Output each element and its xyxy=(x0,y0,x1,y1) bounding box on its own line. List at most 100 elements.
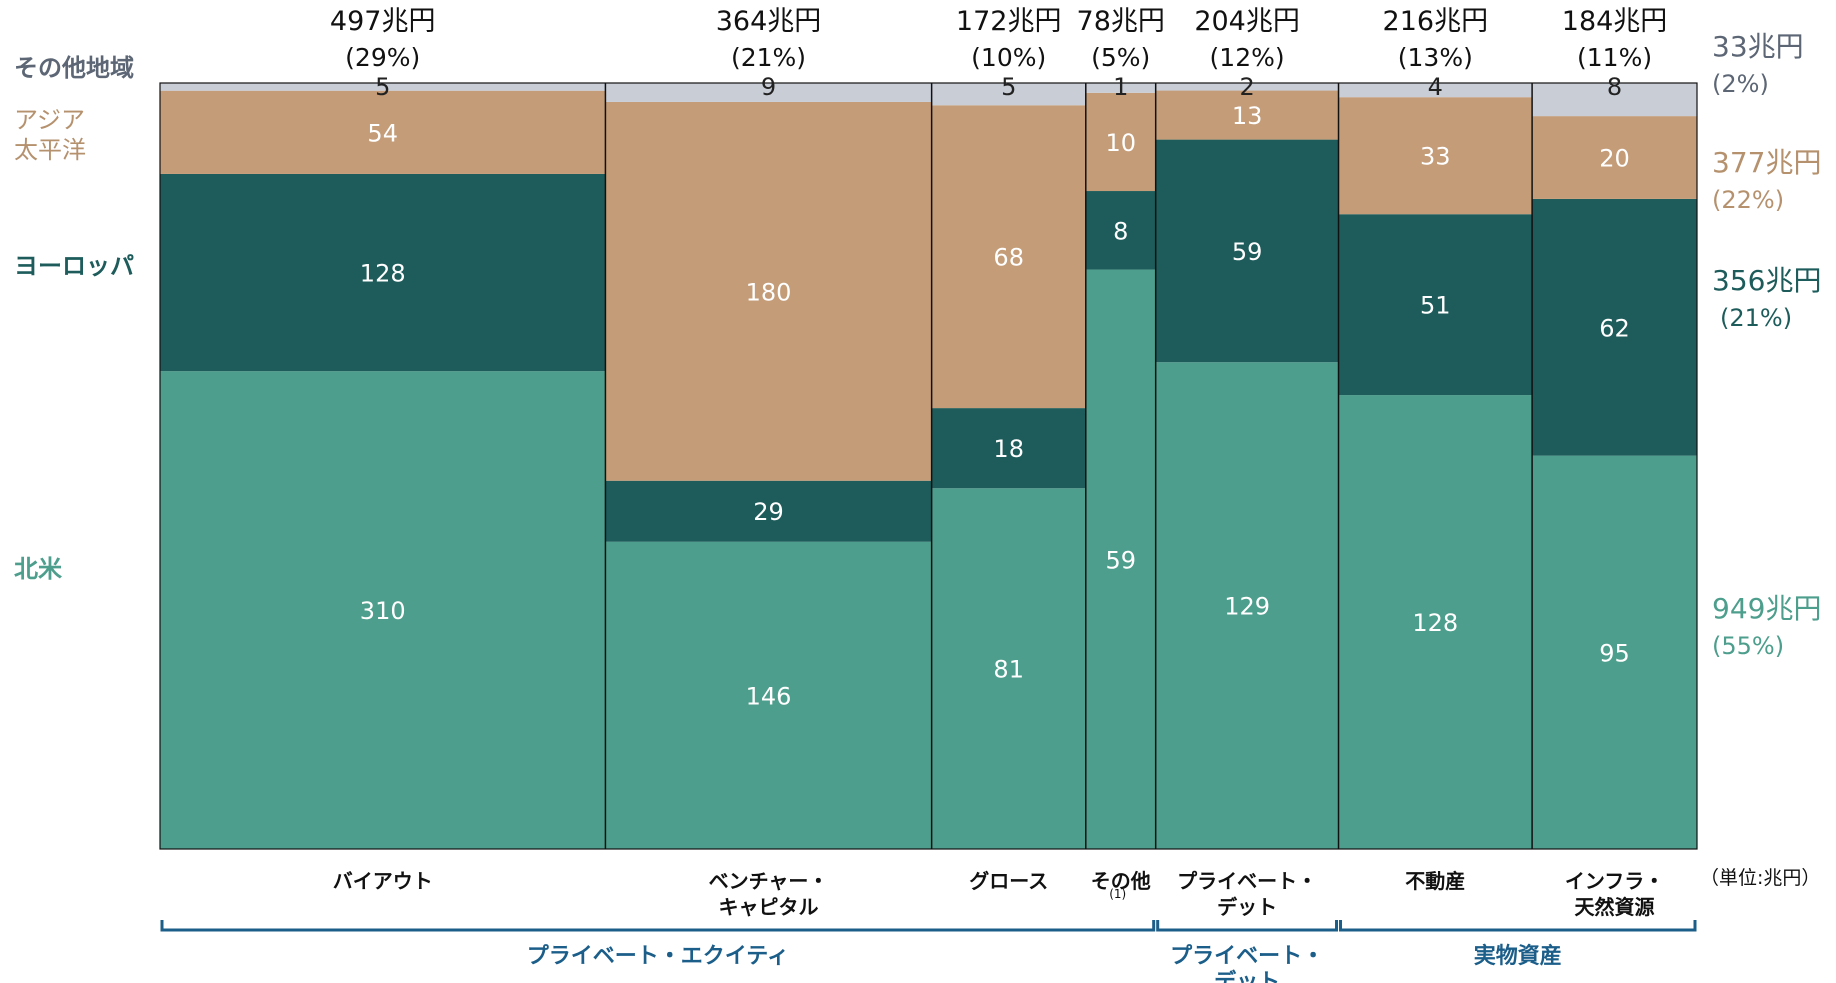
group-label: 実物資産 xyxy=(1474,943,1562,969)
bar-segment-other xyxy=(1338,83,1533,98)
segment-value-label: 8 xyxy=(1113,217,1128,245)
segment-value-label: 13 xyxy=(1232,102,1263,130)
category-label: バイアウト xyxy=(333,869,433,893)
category-label: その他 xyxy=(1091,869,1151,893)
segment-value-label: 4 xyxy=(1428,73,1443,101)
segment-value-label: 54 xyxy=(367,119,398,147)
footnote-mark: (1) xyxy=(1109,887,1126,901)
bar-segment-north-america xyxy=(1532,455,1697,849)
bar-segment-europe xyxy=(1338,214,1533,396)
column-percentage: (11%) xyxy=(1577,43,1652,72)
bar-segment-asia-pacific xyxy=(1532,116,1697,199)
column-percentage: (29%) xyxy=(345,43,420,72)
bar-segment-other xyxy=(160,83,606,91)
bar-segment-north-america xyxy=(160,371,606,849)
segment-value-label: 51 xyxy=(1420,292,1451,320)
column-percentage: (5%) xyxy=(1091,43,1150,72)
bar-segment-north-america xyxy=(931,488,1086,849)
column-total: 216兆円 xyxy=(1383,6,1489,37)
region-label-asia-pacific-line1: アジア xyxy=(14,106,85,134)
bar-segment-north-america xyxy=(1155,362,1339,849)
side-total-asia-pacific: 377兆円 xyxy=(1712,146,1821,179)
segment-value-label: 129 xyxy=(1224,593,1270,621)
bar-segment-europe xyxy=(160,173,606,372)
segment-value-label: 33 xyxy=(1420,143,1451,171)
bar-segment-other xyxy=(1155,83,1339,91)
segment-value-label: 59 xyxy=(1105,546,1136,574)
unit-label: （単位:兆円） xyxy=(1700,867,1820,889)
column-total: 172兆円 xyxy=(956,6,1062,37)
bar-segment-other xyxy=(1085,83,1156,93)
side-total-europe: 356兆円 xyxy=(1712,264,1821,297)
column-percentage: (13%) xyxy=(1398,43,1473,72)
bar-segment-asia-pacific xyxy=(1085,92,1156,192)
category-label: インフラ・ xyxy=(1565,869,1664,893)
group-label: デット xyxy=(1214,969,1280,983)
bar-segment-other xyxy=(931,83,1086,106)
bar-segment-europe xyxy=(1085,191,1156,270)
region-label-europe: ヨーロッパ xyxy=(14,252,134,280)
group-bracket xyxy=(1156,920,1339,932)
segment-value-label: 62 xyxy=(1599,314,1630,342)
side-total-other: 33兆円 xyxy=(1712,30,1804,63)
segment-value-label: 146 xyxy=(746,682,792,710)
segment-value-label: 5 xyxy=(1001,73,1016,101)
category-label: キャピタル xyxy=(719,895,819,919)
category-label: 不動産 xyxy=(1405,869,1465,893)
column-percentage: (21%) xyxy=(731,43,806,72)
column-total: 78兆円 xyxy=(1077,6,1165,37)
side-pct-north-america: (55%) xyxy=(1712,632,1784,660)
segment-value-label: 59 xyxy=(1232,238,1263,266)
bar-segment-other xyxy=(1532,83,1697,117)
category-label: プライベート・ xyxy=(1177,869,1317,893)
segment-value-label: 68 xyxy=(993,244,1024,272)
segment-value-label: 10 xyxy=(1105,129,1136,157)
category-label: グロース xyxy=(969,869,1048,893)
bar-segment-asia-pacific xyxy=(605,101,932,481)
segment-value-label: 20 xyxy=(1599,145,1630,173)
segment-value-label: 95 xyxy=(1599,639,1630,667)
group-brackets: プライベート・エクイティ プライベート・デット 実物資産 xyxy=(160,920,1697,983)
column-dividers xyxy=(159,82,1698,850)
segment-value-label: 29 xyxy=(753,498,784,526)
bar-segment-europe xyxy=(1155,139,1339,363)
category-labels: バイアウト ベンチャー・キャピタル グロース その他(1) プライベート・デット 不動産 イ… xyxy=(333,869,1665,919)
bar-segment-north-america xyxy=(1085,269,1156,850)
segment-value-label: 81 xyxy=(993,656,1024,684)
column-percentage: (10%) xyxy=(971,43,1046,72)
region-totals-right: 33兆円 (2%) 377兆円 (22%) 356兆円 (21%) 949兆円 … xyxy=(1712,30,1821,660)
category-label: 天然資源 xyxy=(1575,895,1655,919)
group-label: プライベート・エクイティ xyxy=(527,944,789,969)
bar-segment-europe xyxy=(605,480,932,542)
column-total: 204兆円 xyxy=(1194,6,1300,37)
column-total-labels: 497兆円 (29%) 364兆円 (21%) 172兆円 (10%) 78兆円 (5%) 20… xyxy=(330,6,1667,72)
bar-segment-asia-pacific xyxy=(931,105,1086,409)
category-label: デット xyxy=(1217,895,1277,919)
region-label-other: その他地域 xyxy=(14,54,134,82)
side-total-north-america: 949兆円 xyxy=(1712,592,1821,625)
segment-value-labels: 310 128 54 5 146 29 180 9 81 18 68 5 59 8 10 1 129 59 132 1… xyxy=(360,73,1630,710)
segment-value-label: 128 xyxy=(360,260,406,288)
region-label-north-america: 北米 xyxy=(14,555,62,583)
column-percentage: (12%) xyxy=(1210,43,1285,72)
bar-segment-asia-pacific xyxy=(1338,97,1533,215)
side-pct-europe: (21%) xyxy=(1720,304,1792,332)
column-total: 364兆円 xyxy=(716,6,822,37)
group-bracket xyxy=(160,920,1156,932)
segment-value-label: 128 xyxy=(1412,609,1458,637)
bar-segment-asia-pacific xyxy=(1155,90,1339,140)
segment-value-label: 5 xyxy=(375,73,390,101)
segment-value-label: 1 xyxy=(1113,73,1128,101)
segment-value-label: 18 xyxy=(993,435,1024,463)
bar-segment-europe xyxy=(931,408,1086,489)
segment-value-label: 8 xyxy=(1607,73,1622,101)
segment-value-label: 9 xyxy=(761,73,776,101)
segment-value-label: 180 xyxy=(746,278,792,306)
side-pct-asia-pacific: (22%) xyxy=(1712,186,1784,214)
category-label: ベンチャー・ xyxy=(709,869,829,893)
region-label-asia-pacific-line2: 太平洋 xyxy=(14,136,86,164)
chart-segments xyxy=(160,83,1697,850)
bar-segment-north-america xyxy=(1338,395,1533,849)
bar-segment-other xyxy=(605,83,932,102)
